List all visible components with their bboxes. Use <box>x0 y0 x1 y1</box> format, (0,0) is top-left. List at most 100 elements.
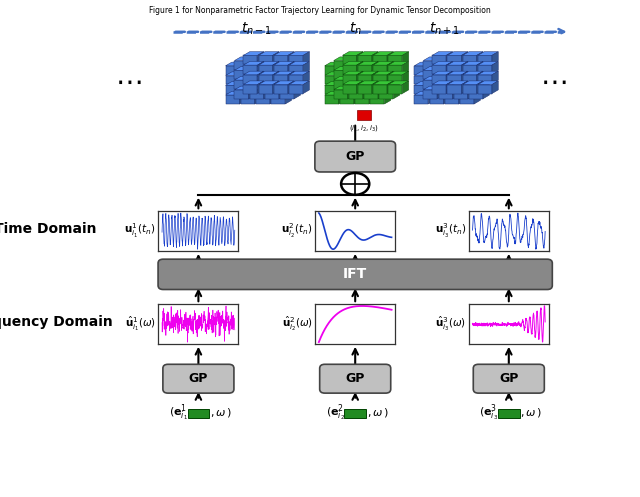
Polygon shape <box>355 95 369 104</box>
Polygon shape <box>340 72 360 76</box>
Polygon shape <box>356 71 363 84</box>
Polygon shape <box>429 62 450 66</box>
Polygon shape <box>403 81 408 93</box>
Polygon shape <box>423 90 437 99</box>
Polygon shape <box>373 62 394 65</box>
Polygon shape <box>468 77 474 89</box>
Polygon shape <box>387 52 394 64</box>
Polygon shape <box>265 80 279 89</box>
Polygon shape <box>225 66 239 75</box>
Polygon shape <box>355 76 369 84</box>
Polygon shape <box>274 71 294 75</box>
Polygon shape <box>454 80 468 89</box>
Polygon shape <box>259 52 279 55</box>
Polygon shape <box>257 52 264 64</box>
Polygon shape <box>460 66 474 75</box>
Text: Time Domain: Time Domain <box>0 222 96 236</box>
Polygon shape <box>414 82 435 85</box>
Polygon shape <box>280 77 300 80</box>
Polygon shape <box>243 52 264 55</box>
Polygon shape <box>274 65 288 74</box>
Polygon shape <box>447 75 461 84</box>
Polygon shape <box>324 91 345 95</box>
Polygon shape <box>463 55 477 64</box>
Polygon shape <box>492 52 498 64</box>
Polygon shape <box>294 67 300 80</box>
Polygon shape <box>248 77 255 89</box>
Polygon shape <box>483 77 489 89</box>
Polygon shape <box>257 62 264 74</box>
Polygon shape <box>369 72 376 84</box>
Polygon shape <box>388 62 408 65</box>
Polygon shape <box>378 57 385 70</box>
Polygon shape <box>460 82 480 85</box>
Polygon shape <box>241 66 255 75</box>
Polygon shape <box>259 75 273 84</box>
Polygon shape <box>303 52 309 64</box>
Text: $\mathbf{u}^3_{i_3}(t_n)$: $\mathbf{u}^3_{i_3}(t_n)$ <box>435 222 466 240</box>
Text: $\cdots$: $\cdots$ <box>540 68 567 96</box>
Polygon shape <box>255 62 261 75</box>
Polygon shape <box>373 75 387 84</box>
Polygon shape <box>271 91 291 95</box>
Polygon shape <box>339 91 345 104</box>
Polygon shape <box>265 77 285 80</box>
Polygon shape <box>243 81 264 84</box>
Polygon shape <box>445 66 459 75</box>
Polygon shape <box>303 81 309 93</box>
Polygon shape <box>438 80 452 89</box>
Polygon shape <box>342 62 363 65</box>
Polygon shape <box>428 82 435 94</box>
Polygon shape <box>452 86 459 99</box>
FancyBboxPatch shape <box>163 364 234 393</box>
Polygon shape <box>477 71 483 84</box>
Polygon shape <box>241 82 261 85</box>
Polygon shape <box>387 81 394 93</box>
Polygon shape <box>364 70 378 80</box>
Polygon shape <box>333 86 354 90</box>
Polygon shape <box>492 81 498 93</box>
Polygon shape <box>250 86 270 90</box>
Polygon shape <box>460 85 474 94</box>
Polygon shape <box>438 61 452 70</box>
Polygon shape <box>358 84 372 93</box>
Polygon shape <box>358 81 378 84</box>
Polygon shape <box>234 61 248 70</box>
Polygon shape <box>459 82 465 94</box>
Polygon shape <box>477 62 483 74</box>
Polygon shape <box>387 71 394 84</box>
Polygon shape <box>369 82 376 94</box>
Polygon shape <box>446 71 452 84</box>
Polygon shape <box>432 81 452 84</box>
Polygon shape <box>423 80 437 89</box>
Polygon shape <box>460 76 474 84</box>
Polygon shape <box>474 91 480 104</box>
Polygon shape <box>447 71 468 75</box>
Polygon shape <box>259 84 273 93</box>
Polygon shape <box>349 77 369 80</box>
Polygon shape <box>468 86 474 99</box>
Polygon shape <box>248 86 255 99</box>
Polygon shape <box>469 57 489 61</box>
Text: $t_{n+1}$: $t_{n+1}$ <box>429 21 460 37</box>
Polygon shape <box>380 90 394 99</box>
Polygon shape <box>255 91 261 104</box>
Polygon shape <box>234 57 255 61</box>
Polygon shape <box>234 70 248 80</box>
Polygon shape <box>340 66 354 75</box>
Polygon shape <box>250 80 264 89</box>
Polygon shape <box>239 62 246 75</box>
Polygon shape <box>288 81 294 93</box>
Polygon shape <box>289 65 303 74</box>
Polygon shape <box>380 80 394 89</box>
Polygon shape <box>324 82 345 85</box>
Polygon shape <box>428 72 435 84</box>
Polygon shape <box>429 66 444 75</box>
Polygon shape <box>333 70 348 80</box>
Polygon shape <box>288 71 294 84</box>
Polygon shape <box>273 52 279 64</box>
Polygon shape <box>423 86 444 90</box>
Polygon shape <box>388 55 403 64</box>
Text: Frequency Domain: Frequency Domain <box>0 315 113 329</box>
Polygon shape <box>446 62 452 74</box>
